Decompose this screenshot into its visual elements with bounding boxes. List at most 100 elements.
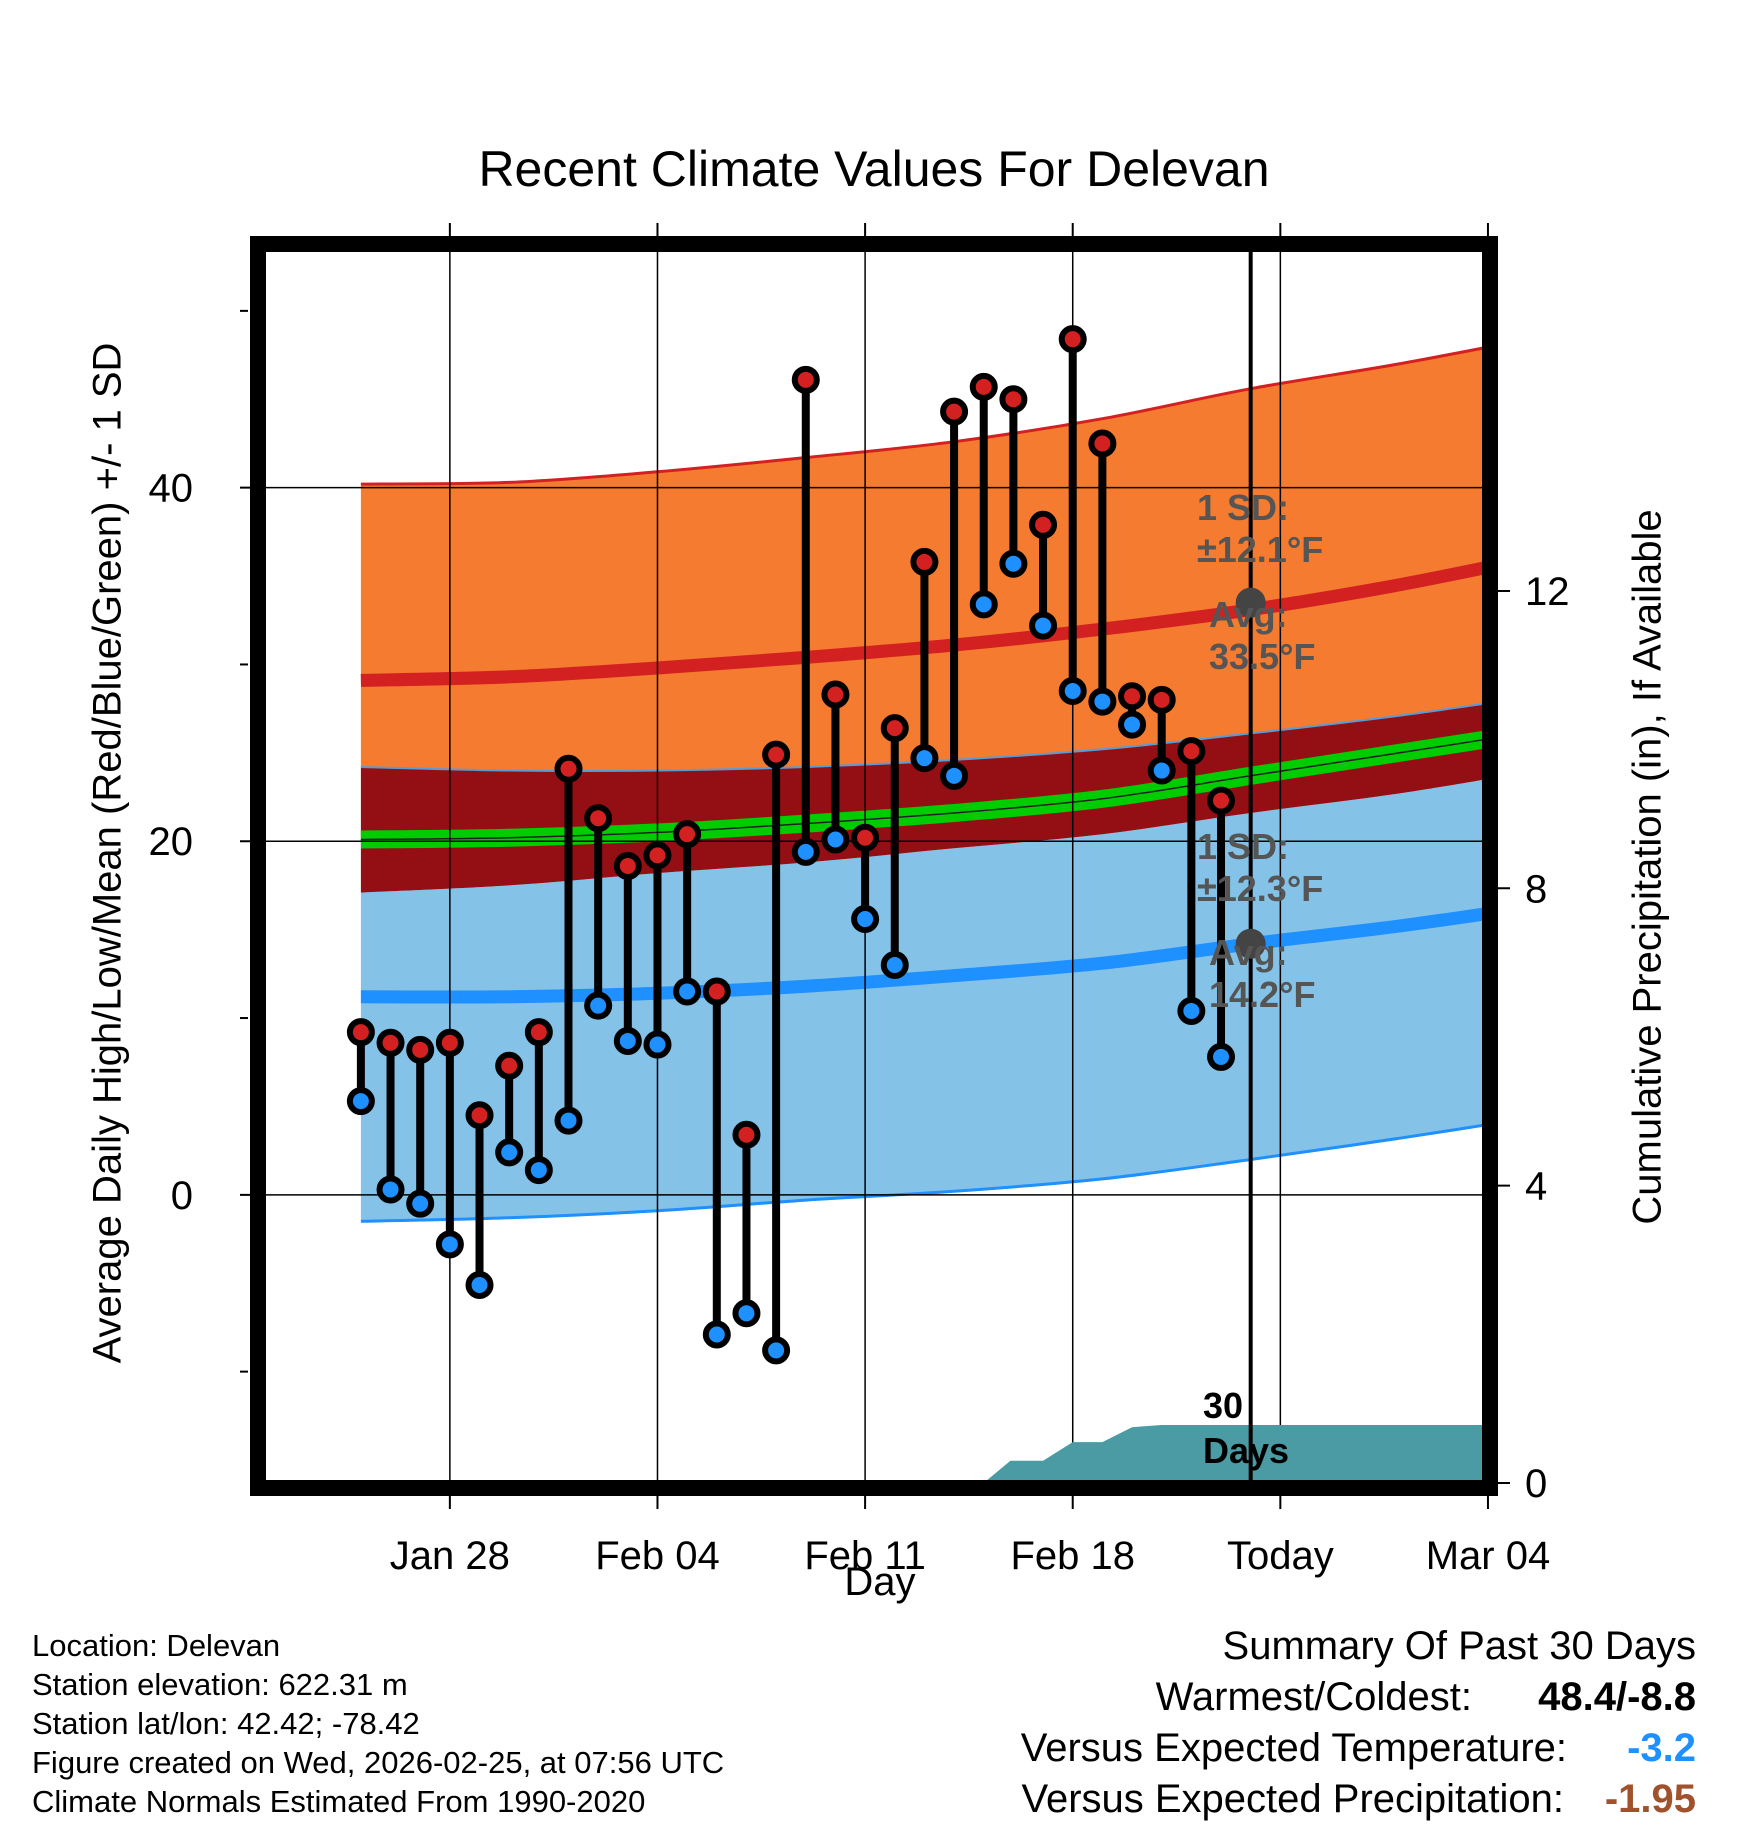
- precip-area: [983, 1425, 1485, 1483]
- daily-high-point: [524, 1018, 553, 1047]
- daily-low-point: [969, 590, 998, 619]
- daily-low-point: [495, 1138, 524, 1167]
- daily-low-point: [346, 1087, 375, 1116]
- daily-low-point: [406, 1189, 435, 1218]
- daily-high-point: [435, 1028, 464, 1057]
- daily-low-point: [821, 825, 850, 854]
- mean-normal-centerline: [360, 738, 1485, 841]
- high-sd-annotation: 1 SD: ±12.1°F: [1197, 487, 1323, 571]
- daily-high-point: [1029, 510, 1058, 539]
- daily-high-point: [346, 1018, 375, 1047]
- daily-low-point: [910, 744, 939, 773]
- daily-low-point: [732, 1299, 761, 1328]
- low-avg-annotation: Avg: 14.2°F: [1209, 932, 1315, 1016]
- info-location: Location: Delevan: [32, 1628, 281, 1663]
- daily-high-point: [821, 680, 850, 709]
- y2-tick-label: 0: [1525, 1462, 1547, 1506]
- daily-low-point: [1029, 611, 1058, 640]
- daily-low-point: [465, 1270, 494, 1299]
- x-tick-label: Feb 04: [595, 1534, 720, 1578]
- low-avg-value: 14.2°F: [1209, 974, 1316, 1015]
- daily-low-point: [1118, 710, 1147, 739]
- x-tick-label: Feb 11: [804, 1534, 926, 1578]
- window-unit: Days: [1203, 1430, 1290, 1471]
- daily-high-point: [554, 754, 583, 783]
- high-avg-marker: [1235, 587, 1266, 618]
- daily-high-point: [1147, 685, 1176, 714]
- station-info: Location: Delevan Station elevation: 622…: [32, 1626, 724, 1821]
- daily-low-point: [940, 761, 969, 790]
- daily-high-point: [851, 823, 880, 852]
- high-avg-label: Avg:: [1209, 594, 1288, 635]
- daily-low-point: [791, 837, 820, 866]
- daily-high-point: [376, 1028, 405, 1057]
- summary-precip-value: -1.95: [1604, 1777, 1696, 1821]
- daily-high-point: [465, 1101, 494, 1130]
- low-sd-annotation: 1 SD: ±12.3°F: [1197, 826, 1323, 910]
- x-tick-label: Feb 18: [1010, 1534, 1135, 1578]
- daily-high-point: [613, 852, 642, 880]
- summary-warmest-label: Warmest/Coldest:: [1155, 1675, 1472, 1719]
- daily-low-point: [643, 1030, 672, 1059]
- y-tick-label: 20: [149, 820, 194, 864]
- daily-high-point: [406, 1035, 435, 1064]
- summary-warmest-value: 48.4/-8.8: [1538, 1675, 1696, 1719]
- y2-axis-label: Cumulative Precipitation (in), If Availa…: [1625, 509, 1670, 1225]
- summary-temp-value: -3.2: [1627, 1726, 1696, 1770]
- daily-high-point: [910, 547, 939, 576]
- x-tick-label: Today: [1227, 1534, 1334, 1578]
- info-elevation: Station elevation: 622.31 m: [32, 1667, 408, 1702]
- y2-tick-label: 4: [1525, 1165, 1547, 1209]
- daily-low-point: [999, 549, 1028, 578]
- daily-low-point: [1147, 756, 1176, 785]
- daily-high-point: [643, 841, 672, 870]
- low-normal-line: [360, 907, 1485, 1004]
- daily-low-point: [880, 951, 909, 980]
- low-avg-label: Avg:: [1209, 932, 1288, 973]
- y2-tick-label: 8: [1525, 867, 1547, 911]
- x-tick-label: Mar 04: [1426, 1534, 1551, 1578]
- y-tick-label: 0: [171, 1174, 193, 1218]
- summary-heading: Summary Of Past 30 Days: [1222, 1624, 1696, 1668]
- high-sd-value: ±12.1°F: [1197, 529, 1324, 570]
- daily-low-point: [673, 977, 702, 1006]
- plot-frame: [250, 236, 1498, 1496]
- high-avg-annotation: Avg: 33.5°F: [1209, 594, 1315, 678]
- low-sd-band: [360, 779, 1485, 1222]
- high-avg-value: 33.5°F: [1209, 636, 1316, 677]
- daily-low-point: [762, 1336, 791, 1365]
- daily-low-point: [1088, 687, 1117, 716]
- daily-high-point: [1058, 325, 1087, 354]
- daily-high-point: [732, 1120, 761, 1149]
- window-annotation: 30 Days: [1203, 1383, 1289, 1473]
- summary-temp-label: Versus Expected Temperature:: [1020, 1726, 1567, 1770]
- daily-low-point: [702, 1320, 731, 1349]
- daily-low-point: [584, 991, 613, 1020]
- daily-high-point: [999, 385, 1028, 414]
- daily-high-point: [1118, 682, 1147, 711]
- low-avg-marker: [1235, 928, 1266, 959]
- daily-high-point: [1207, 786, 1236, 815]
- window-count: 30: [1203, 1385, 1244, 1426]
- daily-low-point: [524, 1156, 553, 1185]
- daily-high-point: [673, 820, 702, 849]
- y-tick-label: 40: [149, 467, 194, 511]
- x-axis-label: Day: [844, 1560, 916, 1604]
- daily-high-point: [940, 397, 969, 426]
- info-created: Figure created on Wed, 2026-02-25, at 07…: [32, 1745, 725, 1780]
- daily-low-point: [1177, 996, 1206, 1025]
- daily-low-point: [1058, 676, 1087, 705]
- daily-low-point: [554, 1106, 583, 1135]
- daily-high-point: [702, 977, 731, 1006]
- daily-low-point: [1207, 1042, 1236, 1071]
- daily-low-point: [435, 1230, 464, 1259]
- daily-high-point: [495, 1051, 524, 1080]
- low-sd-label: 1 SD:: [1197, 826, 1290, 867]
- x-tick-label: Jan 28: [390, 1534, 510, 1578]
- low-sd-value: ±12.3°F: [1197, 868, 1324, 909]
- daily-low-point: [613, 1027, 642, 1056]
- chart-title: Recent Climate Values For Delevan: [478, 141, 1270, 197]
- plot-area: 0 20 40 0 4 8 12 Jan 28 Feb 04 Feb 11 Feb 18 Today M…: [149, 223, 1570, 1578]
- daily-high-point: [969, 372, 998, 401]
